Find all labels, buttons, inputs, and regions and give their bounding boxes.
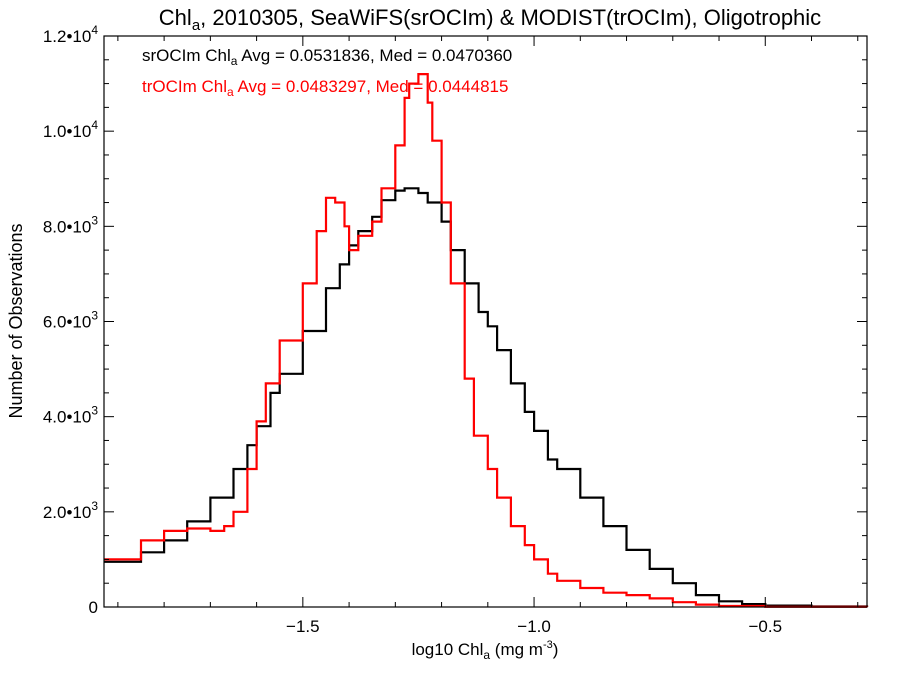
y-tick-label: 8.0•103 bbox=[43, 213, 99, 236]
x-axis-label: log10 Chla (mg m-3) bbox=[412, 639, 559, 662]
y-tick-label: 1.0•104 bbox=[43, 118, 99, 141]
x-tick-label: −1.0 bbox=[517, 617, 551, 636]
chart-title: Chla, 2010305, SeaWiFS(srOCIm) & MODIST(… bbox=[159, 5, 821, 34]
y-tick-label: 2.0•103 bbox=[43, 499, 99, 522]
series-layer bbox=[104, 73, 869, 608]
y-tick-label: 6.0•103 bbox=[43, 309, 99, 332]
y-tick-label: 4.0•103 bbox=[43, 404, 99, 427]
tick-layer: −1.5 −1.0 −0.5 0 2.0•103 4.0•103 6.0•103 8.0•10… bbox=[43, 23, 867, 636]
series-line-1 bbox=[104, 73, 869, 608]
x-tick-label: −1.5 bbox=[286, 617, 320, 636]
plot-frame bbox=[103, 35, 868, 608]
y-axis-label: Number of Observations bbox=[6, 223, 26, 418]
y-tick-label: 0 bbox=[89, 598, 98, 617]
y-tick-label: 1.2•104 bbox=[43, 23, 99, 46]
x-tick-label: −0.5 bbox=[748, 617, 782, 636]
annotation-trocim: trOCIm Chla Avg = 0.0483297, Med = 0.044… bbox=[142, 77, 508, 99]
series-line-0 bbox=[104, 187, 869, 608]
annotation-srocim: srOCIm Chla Avg = 0.0531836, Med = 0.047… bbox=[142, 46, 512, 68]
